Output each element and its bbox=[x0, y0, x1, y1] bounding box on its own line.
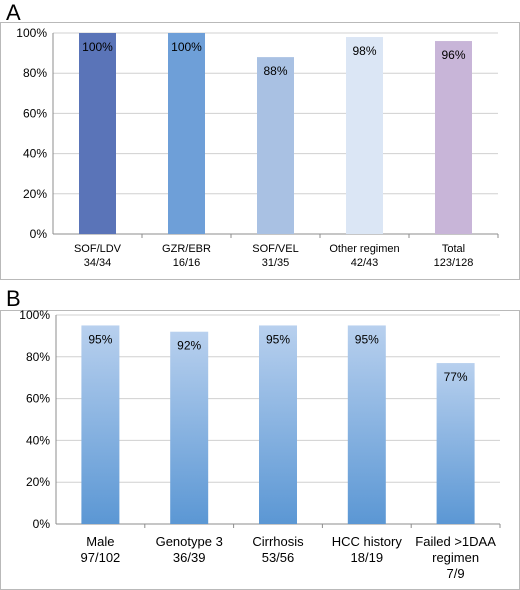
chart-b-data-label: 77% bbox=[444, 370, 468, 384]
chart-a-category-label: 34/34 bbox=[84, 257, 112, 269]
chart-b-category-label: Cirrhosis bbox=[252, 534, 304, 549]
chart-b-category-label: 7/9 bbox=[447, 566, 465, 581]
chart-b-ytick-label: 20% bbox=[26, 475, 50, 489]
chart-a: 0% 20% 40% 60% 80% 100% 100% SOF/LDV 34/34 100% GZ… bbox=[16, 26, 499, 269]
chart-b-category-label: Genotype 3 bbox=[156, 534, 223, 549]
chart-b-bar bbox=[81, 325, 120, 524]
chart-a-category-label: 42/43 bbox=[351, 257, 379, 269]
chart-b-data-label: 95% bbox=[88, 332, 112, 346]
chart-a-data-label: 100% bbox=[171, 40, 202, 54]
chart-b-category-label: Failed >1DAA bbox=[415, 534, 496, 549]
chart-b-bar bbox=[170, 331, 209, 524]
chart-b-category-label: HCC history bbox=[332, 534, 403, 549]
chart-b-category-label: 53/56 bbox=[262, 550, 295, 565]
chart-a-bar bbox=[168, 33, 205, 234]
chart-a-category-label: 16/16 bbox=[173, 257, 201, 269]
chart-a-category-label: Total bbox=[442, 243, 465, 255]
chart-a-bar bbox=[435, 41, 472, 234]
chart-a-category-label: GZR/EBR bbox=[162, 243, 211, 255]
chart-b-bar bbox=[347, 325, 386, 524]
chart-a-data-label: 100% bbox=[82, 40, 113, 54]
chart-b-data-label: 92% bbox=[177, 339, 201, 353]
chart-b-category-label: regimen bbox=[432, 550, 479, 565]
chart-a-data-label: 88% bbox=[263, 64, 287, 78]
chart-a-bar bbox=[257, 57, 294, 235]
chart-a-ytick-label: 60% bbox=[23, 106, 47, 120]
chart-b-bar bbox=[259, 325, 297, 524]
chart-a-category-label: 31/35 bbox=[262, 257, 290, 269]
chart-b-data-label: 95% bbox=[355, 332, 379, 346]
chart-b-ytick-label: 100% bbox=[19, 308, 50, 322]
chart-a-ytick-label: 0% bbox=[30, 227, 48, 241]
chart-b-ytick-label: 40% bbox=[26, 433, 50, 447]
chart-a-category-label: 123/128 bbox=[434, 257, 474, 269]
chart-b-data-label: 95% bbox=[266, 332, 290, 346]
chart-b-ytick-label: 80% bbox=[26, 350, 50, 364]
chart-b-category-label: 18/19 bbox=[351, 550, 384, 565]
chart-b-ytick-label: 0% bbox=[33, 517, 51, 531]
chart-a-ytick-label: 20% bbox=[23, 187, 47, 201]
chart-a-bar bbox=[79, 33, 116, 234]
chart-b-bar bbox=[436, 363, 475, 524]
chart-a-ytick-label: 40% bbox=[23, 147, 47, 161]
chart-a-category-label: Other regimen bbox=[329, 243, 399, 255]
chart-b-category-label: 36/39 bbox=[173, 550, 206, 565]
chart-a-ytick-label: 100% bbox=[16, 26, 47, 40]
chart-b-category-label: Male bbox=[86, 534, 114, 549]
chart-a-ytick-label: 80% bbox=[23, 66, 47, 80]
chart-a-data-label: 98% bbox=[352, 44, 376, 58]
chart-a-category-label: SOF/VEL bbox=[252, 243, 298, 255]
chart-a-category-label: SOF/LDV bbox=[74, 243, 122, 255]
panel-label-a: A bbox=[6, 0, 21, 25]
chart-a-data-label: 96% bbox=[441, 48, 465, 62]
chart-b-category-label: 97/102 bbox=[81, 550, 121, 565]
chart-b-ytick-label: 60% bbox=[26, 392, 50, 406]
panel-label-b: B bbox=[6, 286, 21, 311]
chart-a-bar bbox=[346, 37, 383, 234]
